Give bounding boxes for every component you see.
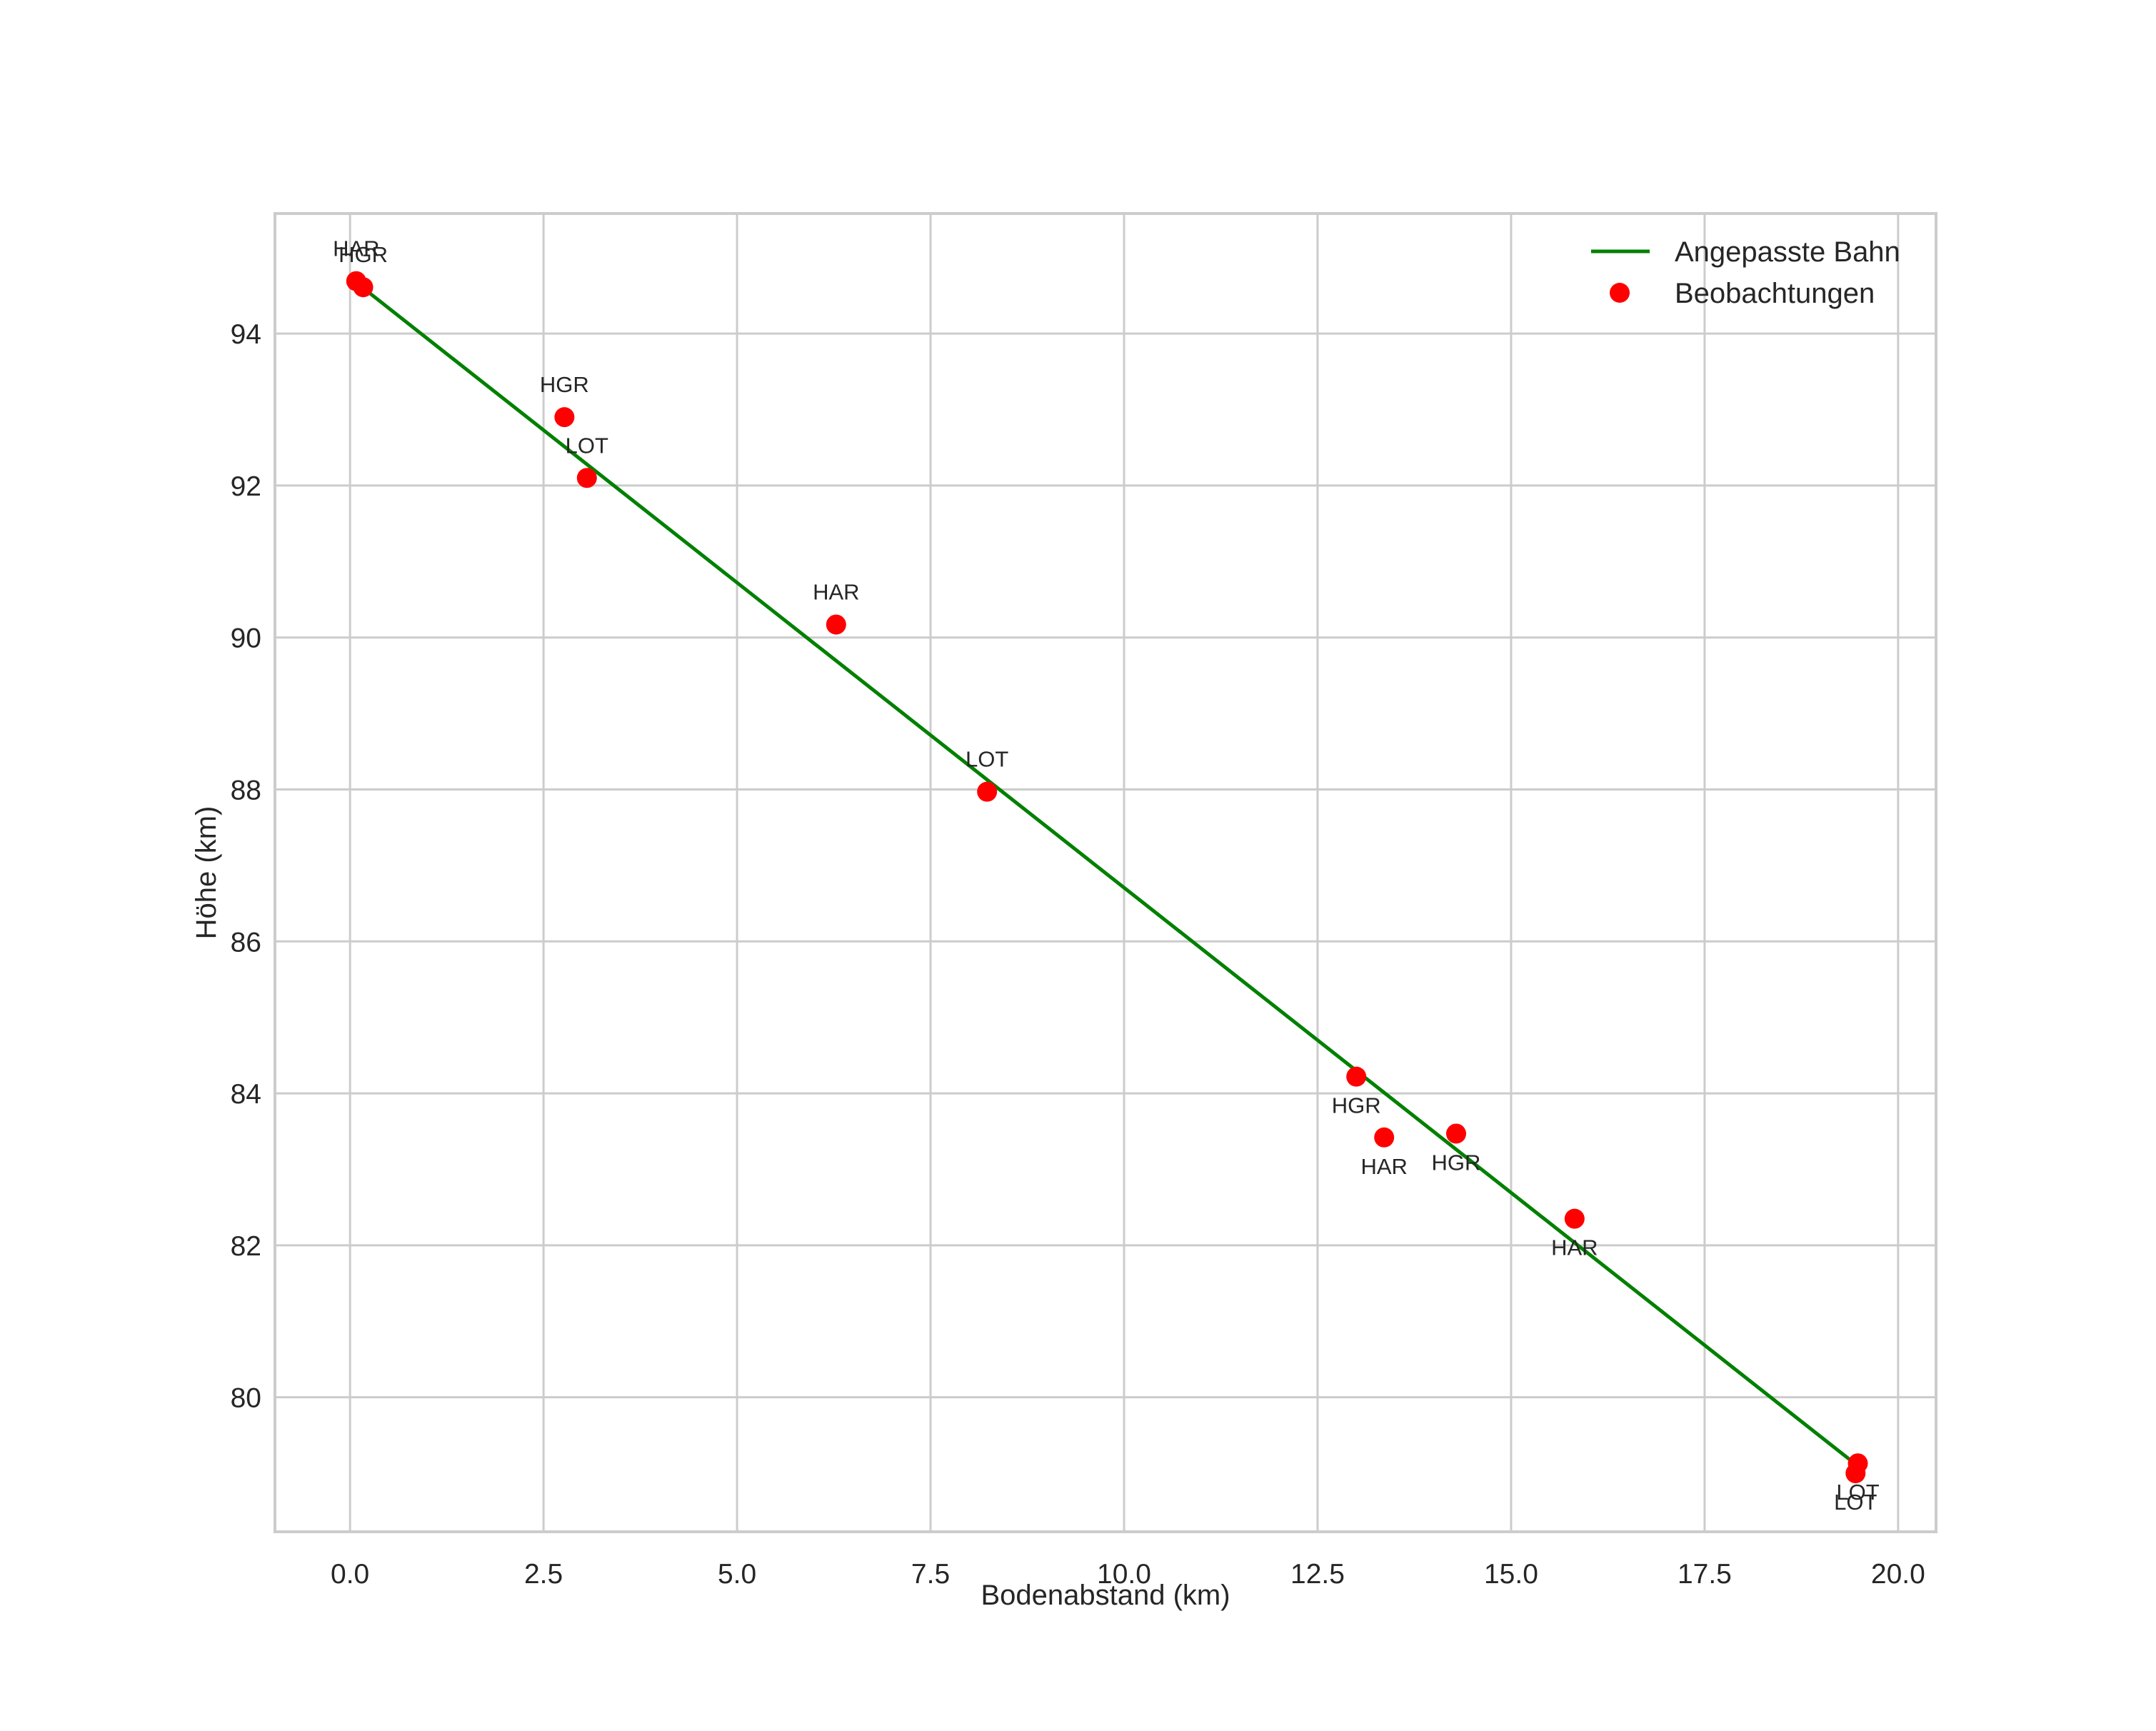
y-tick-label: 84: [231, 1079, 261, 1110]
observation-label: HGR: [339, 242, 388, 267]
x-tick-label: 12.5: [1290, 1559, 1345, 1590]
observation-label: HAR: [1360, 1154, 1407, 1179]
observation-point: [1845, 1463, 1866, 1484]
observation-point: [826, 614, 846, 635]
legend: Angepasste Bahn Beobachtungen: [1591, 236, 1900, 309]
observation-point: [1445, 1123, 1466, 1144]
x-tick-label: 5.0: [718, 1559, 756, 1590]
legend-label-observations: Beobachtungen: [1675, 278, 1875, 309]
observation-label: HAR: [1551, 1235, 1598, 1260]
plot-frame: [274, 212, 1937, 1533]
x-tick-labels: 0.0 2.5 5.0 7.5 10.0 12.5 15.0 17.5 20.0: [331, 1559, 1925, 1590]
observation-point: [353, 277, 373, 298]
y-axis-label: Höhe (km): [191, 806, 222, 940]
y-gridlines: [275, 332, 1936, 1399]
x-tick-label: 20.0: [1871, 1559, 1925, 1590]
observation-label: LOT: [966, 747, 1008, 772]
observation-point: [576, 468, 597, 488]
observation-label: HAR: [333, 236, 379, 261]
observation-label: HGR: [540, 372, 589, 397]
y-tick-label: 92: [231, 471, 261, 502]
observation-point: [554, 407, 575, 428]
legend-label-fit: Angepasste Bahn: [1675, 236, 1900, 268]
observation-point: [1564, 1208, 1585, 1229]
x-tick-label: 15.0: [1484, 1559, 1538, 1590]
observation-points: [346, 271, 1868, 1484]
observation-point: [1374, 1127, 1395, 1148]
x-axis-label: Bodenabstand (km): [981, 1580, 1230, 1611]
x-tick-label: 17.5: [1678, 1559, 1732, 1590]
y-tick-label: 88: [231, 775, 261, 806]
observation-label: HGR: [1332, 1093, 1381, 1118]
observation-label: HGR: [1432, 1150, 1481, 1175]
y-tick-label: 82: [231, 1231, 261, 1262]
y-tick-labels: 80 82 84 86 88 90 92 94: [231, 319, 261, 1414]
observation-label: LOT: [1834, 1490, 1877, 1515]
y-tick-label: 80: [231, 1383, 261, 1414]
y-tick-label: 94: [231, 319, 261, 350]
legend-dot-swatch: [1610, 283, 1630, 303]
x-gridlines: [349, 214, 1900, 1532]
y-tick-label: 90: [231, 623, 261, 654]
observation-label: LOT: [1836, 1480, 1879, 1505]
fitted-trajectory: [350, 277, 1853, 1463]
x-tick-label: 2.5: [524, 1559, 563, 1590]
observation-point: [1346, 1066, 1367, 1087]
observation-label: LOT: [566, 433, 608, 458]
y-tick-label: 86: [231, 927, 261, 958]
observation-point: [977, 781, 998, 802]
x-tick-label: 10.0: [1097, 1559, 1151, 1590]
x-tick-label: 7.5: [911, 1559, 950, 1590]
x-tick-label: 0.0: [331, 1559, 369, 1590]
fitted-line: [350, 277, 1853, 1463]
observation-label: HAR: [813, 580, 859, 605]
